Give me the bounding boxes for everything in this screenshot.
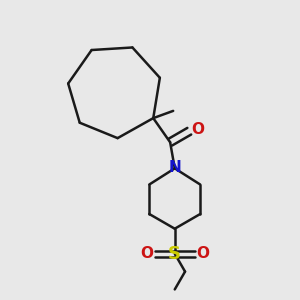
Text: O: O [191, 122, 204, 137]
Text: N: N [168, 160, 181, 175]
Text: O: O [196, 246, 209, 261]
Text: O: O [140, 246, 153, 261]
Text: S: S [168, 245, 181, 263]
